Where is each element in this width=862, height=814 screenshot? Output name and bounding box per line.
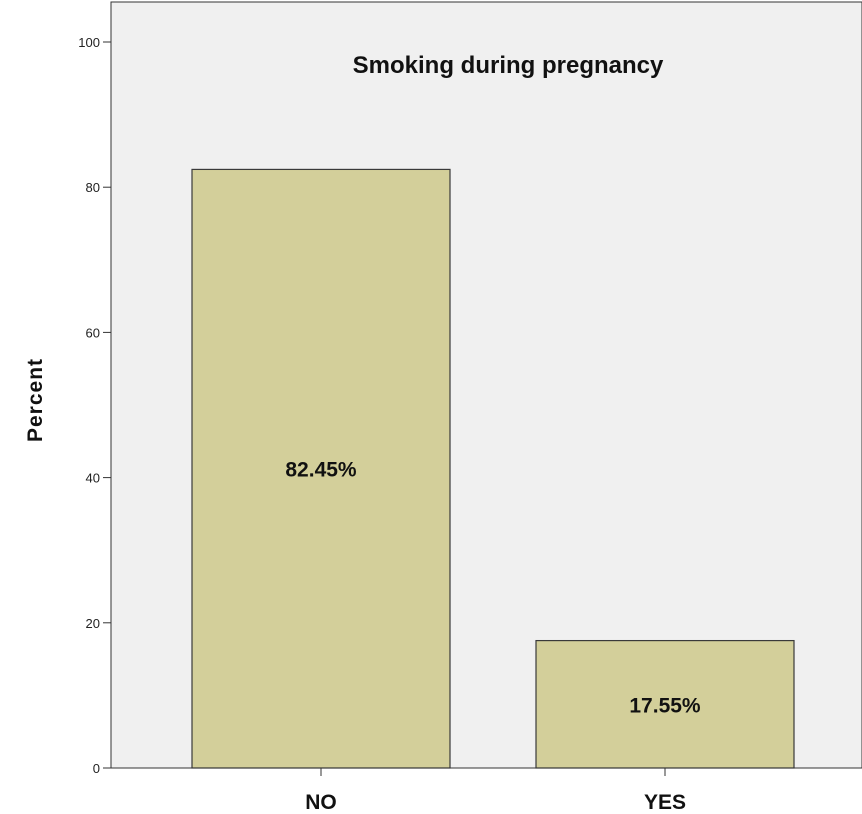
y-tick-label: 80 <box>86 180 100 195</box>
y-tick-label: 60 <box>86 325 100 340</box>
y-axis-title: Percent <box>24 358 47 442</box>
y-tick-label: 20 <box>86 616 100 631</box>
bars-layer: 82.45% 17.55% <box>191 168 795 769</box>
y-tick-label: 100 <box>78 35 100 50</box>
x-category-label-yes: YES <box>644 791 686 814</box>
data-label-yes: 17.55% <box>629 694 701 717</box>
x-category-label-no: NO <box>305 791 337 814</box>
bar-no <box>191 168 451 769</box>
x-axis: NO YES <box>111 767 862 814</box>
chart-title: Smoking during pregnancy <box>353 52 664 79</box>
y-axis: 0 20 40 60 80 100 <box>78 2 112 776</box>
data-label-no: 82.45% <box>285 459 357 482</box>
y-tick-label: 40 <box>86 471 100 486</box>
y-tick-label: 0 <box>93 761 100 776</box>
bar-yes <box>535 639 795 769</box>
